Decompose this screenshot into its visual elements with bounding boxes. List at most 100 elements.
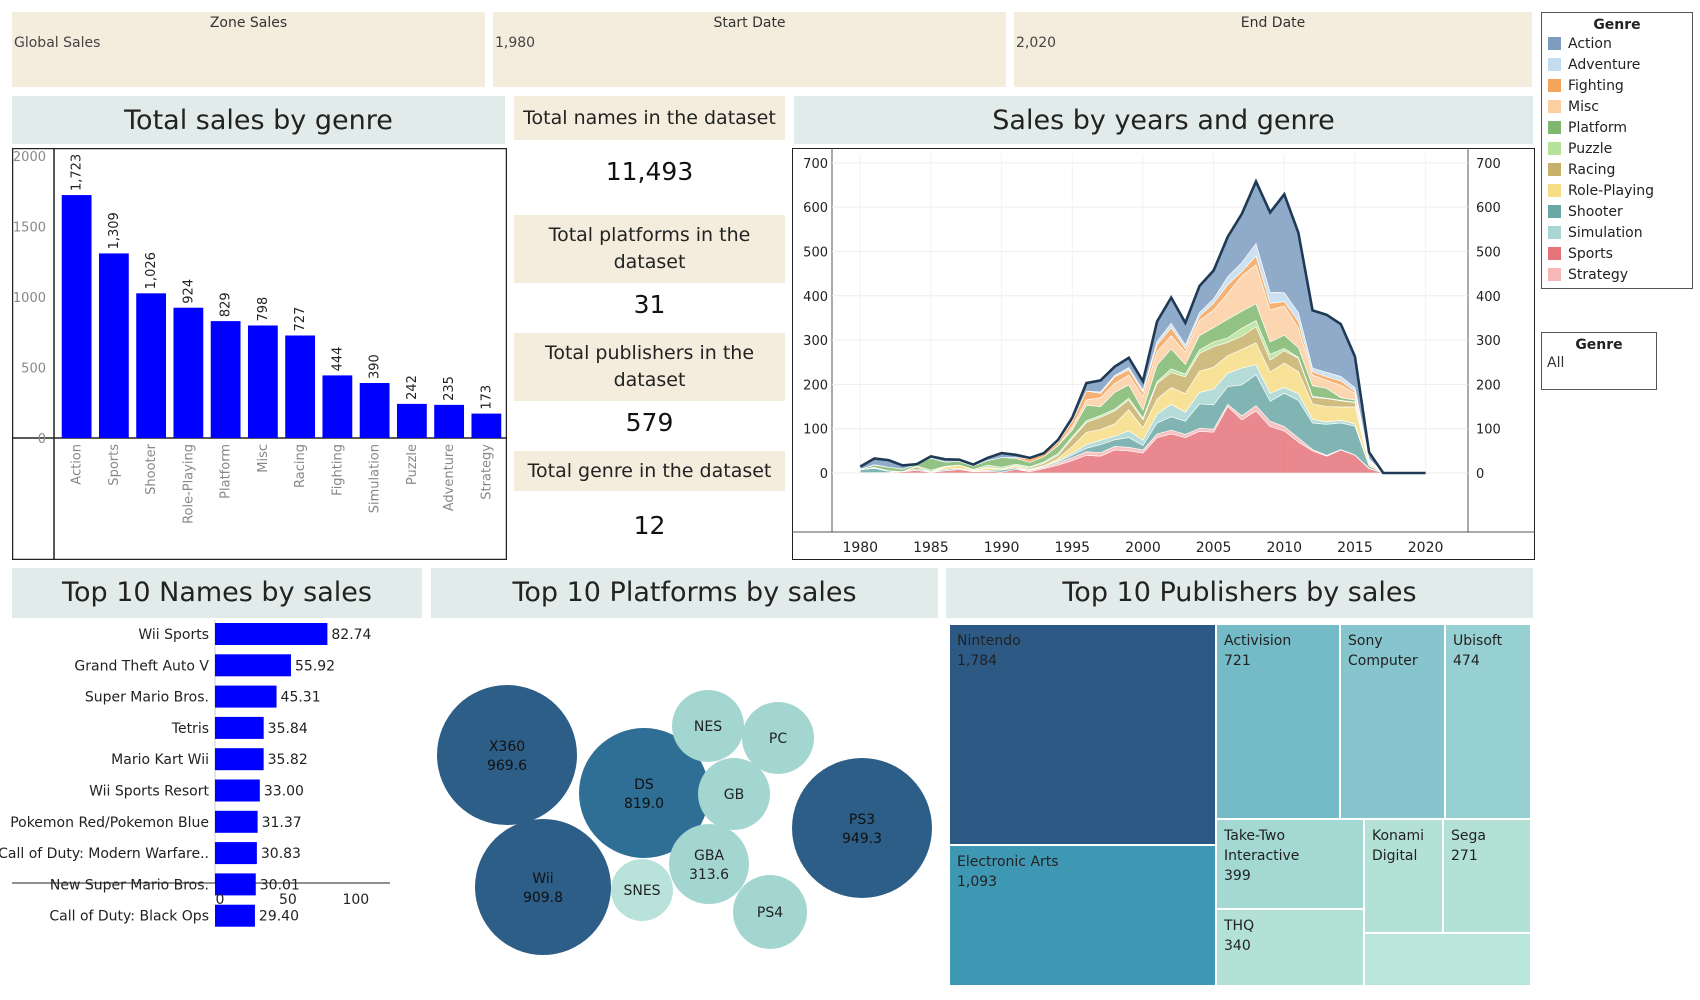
treemap-cell-nintendo[interactable]: Nintendo 1,784 — [949, 624, 1216, 845]
treemap-cell-electronic-arts[interactable]: Electronic Arts 1,093 — [949, 845, 1216, 986]
legend-label: Racing — [1568, 161, 1616, 178]
zone-sales-value[interactable]: Global Sales — [14, 35, 101, 51]
name-value-label: 45.31 — [281, 690, 321, 706]
treemap-value: 1,093 — [957, 874, 998, 890]
legend-item-action[interactable]: Action — [1548, 33, 1692, 54]
x-tick-label: Simulation — [368, 444, 383, 513]
start-date-value[interactable]: 1,980 — [495, 35, 536, 51]
legend-item-adventure[interactable]: Adventure — [1548, 54, 1692, 75]
genre-bar-chart[interactable]: 2000 1500 1000 500 0 1,723 Action 1,309 Sports 1,… — [12, 148, 507, 560]
genre-filter-title: Genre — [1575, 337, 1623, 353]
kpi-platforms-label: Total platforms in the dataset — [514, 215, 785, 283]
bubble-name: DS — [634, 777, 654, 793]
bar-platform — [210, 321, 241, 438]
genre-filter[interactable]: Genre All — [1541, 332, 1657, 390]
kpi-publishers-label: Total publishers in the dataset — [514, 333, 785, 401]
treemap-name: Activision — [1224, 633, 1292, 649]
legend-item-shooter[interactable]: Shooter — [1548, 201, 1692, 222]
start-date-filter[interactable]: Start Date 1,980 — [493, 12, 1006, 87]
legend-item-platform[interactable]: Platform — [1548, 117, 1692, 138]
bar-racing — [285, 335, 316, 438]
treemap-cell-thq[interactable]: THQ 340 — [1216, 909, 1364, 986]
genre-legend[interactable]: Genre Action Adventure Fighting Misc Platfor… — [1541, 12, 1693, 289]
treemap-name: THQ — [1224, 918, 1255, 934]
legend-item-role-playing[interactable]: Role-Playing — [1548, 180, 1692, 201]
end-date-value[interactable]: 2,020 — [1016, 35, 1057, 51]
x-tick-label: 50 — [279, 892, 297, 908]
chart-frame — [792, 148, 1535, 560]
y2-tick-label: 600 — [1476, 201, 1501, 216]
name-label: New Super Mario Bros. — [50, 877, 209, 893]
treemap-name: Take-Two Interactive — [1224, 828, 1300, 864]
x-tick-label: Misc — [256, 444, 271, 473]
genre-filter-value[interactable]: All — [1547, 355, 1565, 371]
years-genre-area-chart[interactable]: 700 700 600 600 500 500 400 400 300 300 200 200 100 1… — [792, 148, 1535, 560]
bubble-ps3 — [792, 758, 932, 898]
treemap-cell-sony-computer[interactable]: Sony Computer — [1340, 624, 1445, 819]
legend-item-sports[interactable]: Sports — [1548, 243, 1692, 264]
y-tick-label: 2000 — [13, 150, 46, 165]
bar-value-label: 235 — [442, 376, 457, 401]
legend-item-simulation[interactable]: Simulation — [1548, 222, 1692, 243]
bubble-name: X360 — [489, 739, 525, 755]
end-date-filter[interactable]: End Date 2,020 — [1014, 12, 1532, 87]
legend-swatch — [1548, 142, 1561, 155]
genre-legend-title: Genre — [1593, 17, 1641, 33]
top-platforms-bubble-chart[interactable]: X360 969.6 PS3 949.3 Wii 909.8 DS 819.0 GBA 313.6… — [431, 620, 941, 998]
kpi-genre-label: Total genre in the dataset — [514, 451, 785, 491]
treemap-cell-take-two-interactive[interactable]: Take-Two Interactive 399 — [1216, 819, 1364, 909]
name-value-label: 30.83 — [261, 846, 301, 862]
bubble-name: GBA — [694, 848, 724, 864]
name-bar — [215, 779, 260, 802]
y2-tick-label: 700 — [1476, 157, 1501, 172]
bar-role-playing — [173, 307, 204, 438]
top-names-bar-chart[interactable]: Wii Sports 82.74 Grand Theft Auto V 55.92 Su… — [0, 620, 425, 998]
treemap-value: 399 — [1224, 868, 1251, 884]
legend-swatch — [1548, 121, 1561, 134]
bar-value-label: 1,723 — [70, 154, 85, 191]
legend-item-strategy[interactable]: Strategy — [1548, 264, 1692, 285]
name-bar — [215, 716, 264, 739]
legend-item-fighting[interactable]: Fighting — [1548, 75, 1692, 96]
legend-item-puzzle[interactable]: Puzzle — [1548, 138, 1692, 159]
x-tick-label: 0 — [216, 892, 225, 908]
name-value-label: 82.74 — [331, 627, 371, 643]
legend-item-racing[interactable]: Racing — [1548, 159, 1692, 180]
treemap-cell-ubisoft[interactable]: Ubisoft 474 — [1445, 624, 1531, 819]
legend-swatch — [1548, 205, 1561, 218]
treemap-cell-sega[interactable]: Sega 271 — [1443, 819, 1531, 933]
name-bar — [215, 654, 291, 677]
legend-swatch — [1548, 268, 1561, 281]
x-tick-label: 100 — [342, 892, 369, 908]
y2-tick-label: 0 — [1476, 467, 1484, 482]
bar-value-label: 173 — [479, 385, 494, 410]
y-tick-label: 0 — [820, 467, 828, 482]
bar-simulation — [359, 383, 390, 438]
x-tick-label: Shooter — [144, 443, 159, 494]
bubble-name: NES — [694, 719, 722, 735]
legend-label: Misc — [1568, 98, 1599, 115]
top-publishers-treemap[interactable]: Nintendo 1,784 Electronic Arts 1,093 Activis… — [949, 624, 1531, 986]
x-tick-label: Role-Playing — [181, 444, 196, 524]
treemap-cell-konami-digital[interactable]: Konami Digital — [1364, 819, 1443, 933]
legend-swatch — [1548, 58, 1561, 71]
name-bar — [215, 810, 258, 833]
legend-item-misc[interactable]: Misc — [1548, 96, 1692, 117]
treemap-cell-other[interactable] — [1364, 933, 1531, 986]
x-tick-label: Puzzle — [405, 444, 420, 485]
legend-label: Action — [1568, 35, 1612, 52]
bar-value-label: 798 — [256, 297, 271, 322]
legend-swatch — [1548, 100, 1561, 113]
y2-tick-label: 100 — [1476, 423, 1501, 438]
legend-label: Sports — [1568, 245, 1613, 262]
treemap-value: 271 — [1451, 848, 1478, 864]
zone-sales-filter[interactable]: Zone Sales Global Sales — [12, 12, 485, 87]
name-label: Wii Sports Resort — [89, 784, 209, 800]
name-label: Pokemon Red/Pokemon Blue — [10, 815, 209, 831]
name-label: Call of Duty: Black Ops — [49, 909, 209, 925]
name-bar — [215, 685, 277, 708]
treemap-cell-activision[interactable]: Activision 721 — [1216, 624, 1340, 819]
top-publishers-title: Top 10 Publishers by sales — [946, 568, 1533, 618]
bubble-snes — [611, 859, 673, 921]
bar-shooter — [136, 293, 167, 438]
